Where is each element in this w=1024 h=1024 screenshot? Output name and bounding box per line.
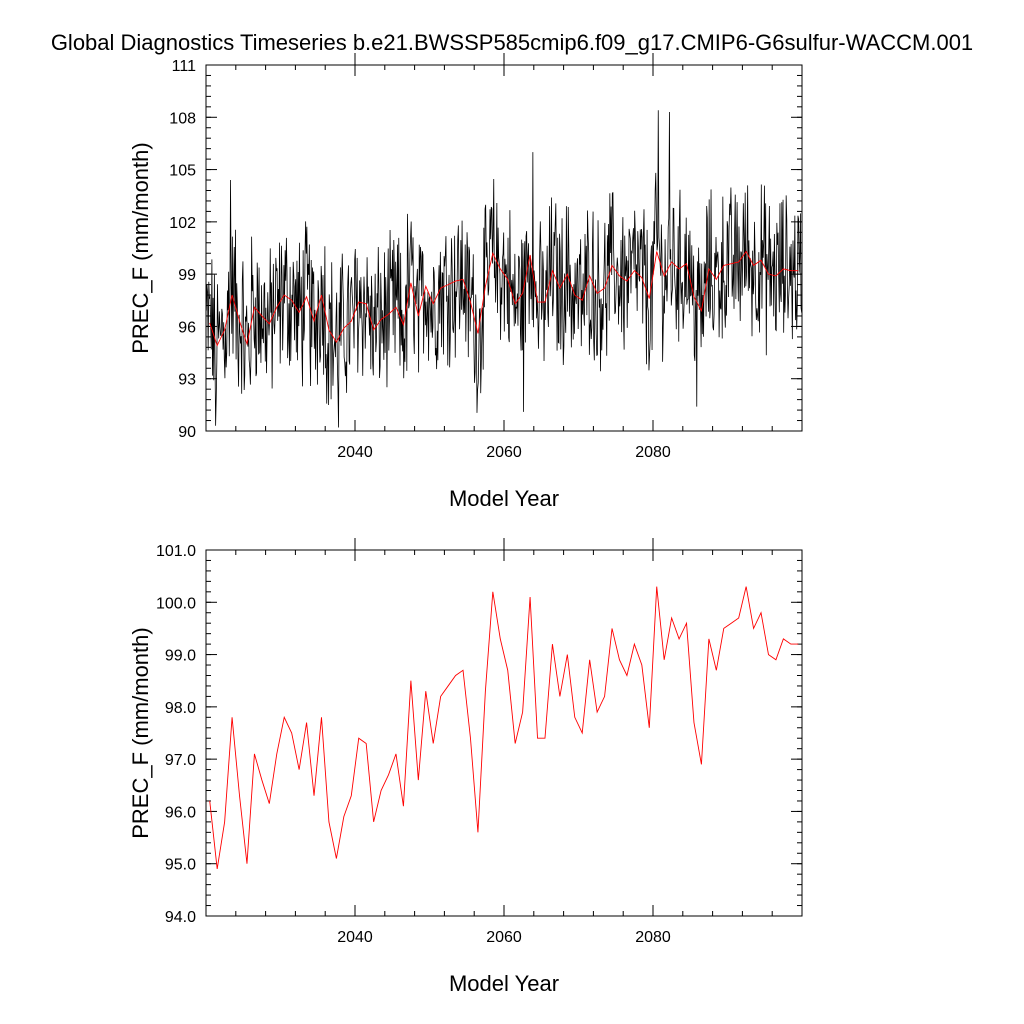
annual-series-line [209,250,799,347]
plot-frame [205,549,803,917]
y-tick-label: 96 [178,319,196,336]
x-tick-label: 2060 [486,929,522,946]
plot-frame [205,64,803,432]
y-axis-title: PREC_F (mm/month) [128,627,153,838]
y-axis-title: PREC_F (mm/month) [128,142,153,353]
y-tick-label: 93 [178,372,196,389]
x-axis-title: Model Year [449,971,559,996]
y-tick-label: 98.0 [165,700,196,717]
y-tick-label: 108 [169,110,196,127]
x-tick-label: 2040 [337,929,373,946]
x-tick-label: 2060 [486,444,522,461]
y-tick-label: 102 [169,215,196,232]
y-tick-label: 94.0 [165,909,196,926]
x-axis-title: Model Year [449,486,559,511]
y-tick-label: 101.0 [156,543,196,560]
y-tick-label: 97.0 [165,752,196,769]
x-tick-label: 2080 [635,929,671,946]
x-tick-label: 2040 [337,444,373,461]
y-tick-label: 99 [178,267,196,284]
bottom-panel: 94.0 95.0 96.0 97.0 98.0 99.0 100.0 101.0 2040 20… [128,538,803,996]
y-tick-label: 96.0 [165,804,196,821]
y-tick-label: 111 [172,58,196,75]
top-panel: 90 93 96 99 102 105 108 111 2040 2060 2080 Model Ye… [128,53,803,511]
y-tick-label: 100.0 [156,595,196,612]
chart-title: Global Diagnostics Timeseries b.e21.BWSS… [50,30,974,55]
monthly-series-line [206,110,802,428]
y-tick-label: 95.0 [165,857,196,874]
y-tick-label: 99.0 [165,648,196,665]
y-tick-label: 90 [178,424,196,441]
y-tick-label: 105 [169,163,196,180]
x-tick-label: 2080 [635,444,671,461]
annual-series-line [209,586,799,870]
